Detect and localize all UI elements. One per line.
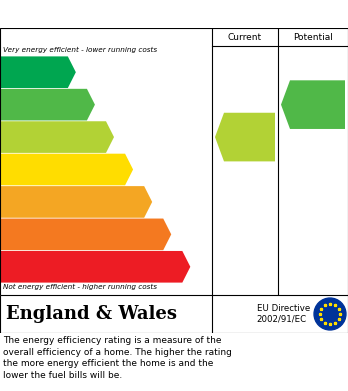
Text: B: B <box>91 98 100 111</box>
Text: G: G <box>186 260 196 273</box>
Text: Energy Efficiency Rating: Energy Efficiency Rating <box>10 7 220 22</box>
Polygon shape <box>1 154 133 185</box>
Text: E: E <box>148 196 156 208</box>
Text: A: A <box>72 66 81 79</box>
Text: Very energy efficient - lower running costs: Very energy efficient - lower running co… <box>3 47 157 53</box>
Text: (55-68): (55-68) <box>4 167 30 172</box>
Text: England & Wales: England & Wales <box>6 305 177 323</box>
Text: C: C <box>110 131 119 143</box>
Text: EU Directive
2002/91/EC: EU Directive 2002/91/EC <box>257 304 310 324</box>
Text: 70: 70 <box>239 130 259 144</box>
Polygon shape <box>1 251 190 283</box>
Text: D: D <box>129 163 139 176</box>
Text: (69-80): (69-80) <box>4 135 30 140</box>
Text: (1-20): (1-20) <box>4 264 25 269</box>
Circle shape <box>314 298 346 330</box>
Text: Potential: Potential <box>293 32 333 41</box>
Polygon shape <box>281 80 345 129</box>
Text: 89: 89 <box>307 98 327 112</box>
Polygon shape <box>215 113 275 161</box>
Polygon shape <box>1 121 114 153</box>
Polygon shape <box>1 186 152 218</box>
Text: (39-54): (39-54) <box>4 199 30 204</box>
Text: The energy efficiency rating is a measure of the
overall efficiency of a home. T: The energy efficiency rating is a measur… <box>3 336 232 380</box>
Polygon shape <box>1 219 171 250</box>
Text: (21-38): (21-38) <box>4 232 30 237</box>
Text: Current: Current <box>228 32 262 41</box>
Polygon shape <box>1 89 95 120</box>
Polygon shape <box>1 56 76 88</box>
Text: F: F <box>167 228 175 241</box>
Text: Not energy efficient - higher running costs: Not energy efficient - higher running co… <box>3 284 157 290</box>
Text: (92-100): (92-100) <box>4 70 34 75</box>
Text: (81-91): (81-91) <box>4 102 30 107</box>
